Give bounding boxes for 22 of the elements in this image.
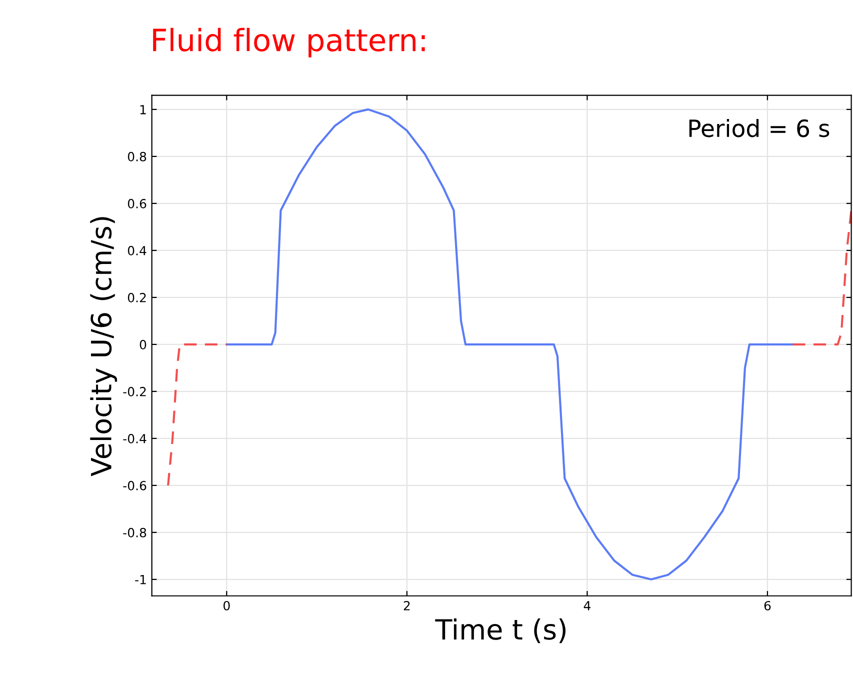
x-tick-label: 6 [764,600,771,610]
y-tick-label: -0.8 [123,528,146,538]
y-tick-label: 0.8 [128,152,146,162]
chart-title: Fluid flow pattern: [153,28,425,58]
annotation: Period = 6 s [689,118,830,138]
y-tick-label: 0.6 [128,198,146,208]
y-tick-label: 0.2 [128,292,146,302]
y-tick-label: -0.6 [123,480,146,490]
x-axis-title: Time t (s) [435,618,566,644]
y-tick-label: -1 [135,575,146,584]
y-tick-label: 0.4 [128,246,146,256]
y-tick-label: 0 [140,340,146,350]
x-tick-label: 0 [223,600,230,610]
line-series [226,108,794,580]
x-tick-label: 2 [404,600,410,610]
y-tick-label: -0.2 [123,386,146,396]
line-series [792,209,852,346]
y-tick-label: 1 [140,105,146,114]
line-series [167,343,228,486]
y-axis-title: Velocity U/6 (cm/s) [90,217,118,476]
y-tick-label: -0.4 [123,434,146,444]
x-tick-label: 4 [584,601,590,610]
